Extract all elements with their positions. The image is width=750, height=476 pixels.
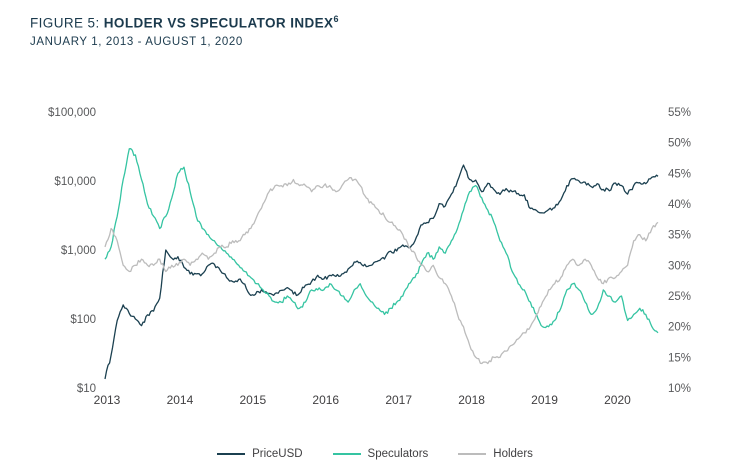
series-line-priceusd xyxy=(104,164,659,380)
right-axis-tick-label: 10% xyxy=(668,383,691,395)
x-axis-tick-label: 2017 xyxy=(385,393,412,407)
left-axis-tick-label: $10 xyxy=(77,383,96,395)
legend-item-speculators: Speculators xyxy=(332,448,429,460)
right-axis-tick-label: 55% xyxy=(668,107,691,119)
speculators-line-swatch xyxy=(332,453,361,455)
x-axis-tick-label: 2015 xyxy=(239,393,266,407)
left-axis-tick-label: $100,000 xyxy=(48,107,96,119)
right-axis-tick-label: 30% xyxy=(668,260,691,272)
legend-item-priceusd: PriceUSD xyxy=(217,448,303,460)
right-axis-tick-label: 40% xyxy=(668,199,691,211)
left-axis-tick-label: $100 xyxy=(70,314,96,326)
legend-label-holders: Holders xyxy=(493,448,533,460)
figure-label: FIGURE 5: xyxy=(30,15,100,31)
x-axis-tick-label: 2020 xyxy=(604,393,631,407)
chart-subtitle: JANUARY 1, 2013 - AUGUST 1, 2020 xyxy=(30,35,243,48)
chart-title: FIGURE 5: HOLDER VS SPECULATOR INDEX6 xyxy=(30,14,339,31)
right-axis-tick-label: 20% xyxy=(668,322,691,334)
left-axis-tick-label: $1,000 xyxy=(61,245,96,257)
x-axis-tick-label: 2016 xyxy=(312,393,339,407)
title-footnote: 6 xyxy=(333,14,339,24)
chart-legend: PriceUSD Speculators Holders xyxy=(0,448,750,460)
title-text: HOLDER VS SPECULATOR INDEX xyxy=(103,15,334,31)
legend-label-speculators: Speculators xyxy=(367,448,429,460)
x-axis-tick-label: 2018 xyxy=(458,393,485,407)
right-axis-tick-label: 35% xyxy=(668,230,691,242)
holders-line-swatch xyxy=(458,453,487,455)
right-axis-tick-label: 25% xyxy=(668,291,691,303)
priceusd-line-swatch xyxy=(217,453,246,455)
x-axis-tick-label: 2019 xyxy=(531,393,558,407)
right-axis-tick-label: 15% xyxy=(668,352,691,364)
legend-item-holders: Holders xyxy=(458,448,533,460)
x-axis-tick-label: 2014 xyxy=(167,393,194,407)
left-axis-tick-label: $10,000 xyxy=(54,176,96,188)
right-axis-tick-label: 50% xyxy=(668,138,691,150)
series-line-holders xyxy=(104,176,659,365)
x-axis-tick-label: 2013 xyxy=(94,393,121,407)
chart-header: FIGURE 5: HOLDER VS SPECULATOR INDEX6 JA… xyxy=(30,14,339,48)
right-axis-tick-label: 45% xyxy=(668,168,691,180)
legend-label-priceusd: PriceUSD xyxy=(252,448,303,460)
series-line-speculators xyxy=(104,148,659,334)
